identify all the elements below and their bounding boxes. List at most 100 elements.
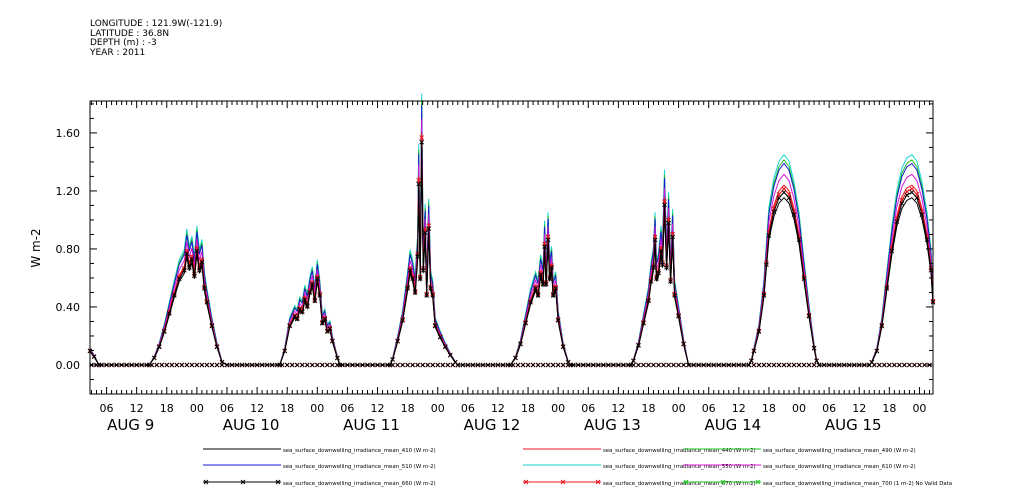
x-tick-label: 18 (641, 402, 655, 415)
legend-marker (560, 479, 566, 485)
x-tick-label: 12 (732, 402, 746, 415)
x-tick-label: 00 (912, 402, 926, 415)
series-marker (811, 362, 817, 368)
series-marker (761, 362, 767, 368)
series-marker (435, 362, 441, 368)
x-tick-label: 12 (371, 402, 385, 415)
series-marker (400, 362, 405, 368)
series-marker (309, 280, 315, 285)
series-marker (751, 362, 757, 368)
legend-entry: sea_surface_downwelling_irradiance_mean_… (283, 464, 436, 470)
series-marker (416, 181, 422, 187)
series-marker (681, 362, 686, 368)
series-marker (553, 286, 559, 291)
x-tick-label: 00 (672, 402, 686, 415)
legend: sea_surface_downwelling_irradiance_mean_… (203, 448, 952, 487)
series-marker (407, 267, 413, 273)
series-marker (801, 362, 807, 368)
series-marker (555, 362, 561, 368)
legend-entry: sea_surface_downwelling_irradiance_mean_… (763, 464, 916, 470)
series-line (89, 142, 934, 366)
series-marker (304, 362, 310, 368)
series-line (89, 137, 934, 366)
x-tick-label: 00 (792, 402, 806, 415)
day-label: AUG 10 (223, 416, 280, 434)
series-marker (199, 362, 205, 368)
series-marker (327, 325, 333, 331)
x-tick-label: 00 (190, 402, 204, 415)
depth-line: DEPTH (m) : -3 (90, 38, 157, 48)
y-tick-label: 1.60 (56, 127, 81, 140)
series-marker (786, 362, 792, 368)
series-marker (294, 362, 300, 368)
series-marker (652, 237, 658, 243)
metadata-header: LONGITUDE : 121.9W(-121.9) LATITUDE : 36… (90, 19, 222, 58)
series-marker (214, 362, 220, 368)
series-marker (909, 189, 915, 195)
series-marker (658, 248, 664, 254)
series-marker (420, 362, 426, 368)
series-marker (786, 195, 792, 201)
series-marker (771, 362, 777, 368)
series-line (89, 149, 934, 366)
series-marker (189, 256, 195, 262)
series-marker (662, 202, 667, 208)
series-marker (666, 362, 671, 368)
series-marker (641, 362, 646, 368)
series-marker (179, 362, 185, 368)
series-marker (550, 362, 556, 368)
series-marker (922, 362, 927, 368)
x-tick-label: 18 (280, 402, 294, 415)
series-marker (199, 259, 205, 265)
day-label: AUG 14 (704, 416, 761, 434)
series-marker (670, 234, 675, 240)
series-marker (549, 265, 554, 270)
series-marker (553, 284, 559, 290)
x-tick-label: 06 (100, 402, 114, 415)
series-marker (781, 189, 787, 195)
legend-entry: sea_surface_downwelling_irradiance_mean_… (283, 448, 436, 454)
series-marker (335, 362, 340, 368)
x-tick-label: 06 (702, 402, 716, 415)
day-label: AUG 15 (825, 416, 882, 434)
series-marker (651, 362, 656, 368)
series-marker (525, 362, 531, 368)
legend-marker (523, 479, 529, 485)
legend-entry: sea_surface_downwelling_irradiance_mean_… (603, 464, 756, 470)
series-marker (520, 362, 526, 368)
legend-marker (275, 479, 281, 485)
series-marker (636, 362, 641, 368)
series-marker (219, 362, 225, 368)
series-marker (656, 362, 661, 368)
series-marker (209, 362, 215, 368)
series-marker (912, 362, 917, 368)
series-marker (909, 186, 915, 192)
x-tick-label: 18 (762, 402, 776, 415)
series-marker (322, 316, 328, 322)
legend-marker (203, 479, 209, 485)
series-marker (646, 362, 651, 368)
series-marker (410, 362, 416, 368)
series-line (89, 93, 934, 366)
series-marker (445, 362, 451, 368)
series-marker (194, 248, 200, 254)
x-tick-label: 18 (401, 402, 415, 415)
series-line (89, 105, 934, 366)
series-marker (676, 362, 681, 368)
series-marker (538, 272, 543, 277)
legend-marker (755, 479, 761, 485)
series-marker (904, 189, 910, 194)
series-marker (159, 362, 165, 368)
series-marker (314, 276, 320, 282)
series-marker (766, 362, 772, 368)
axis-layer: 06 12 18 00 06 12 18 00 06 12 18 00 06 12 18 00 06 12 18 00… (56, 101, 933, 434)
series-marker (533, 284, 538, 290)
series-marker (796, 362, 802, 368)
series-marker (881, 362, 887, 368)
series-marker (314, 274, 320, 280)
series-marker (309, 362, 315, 368)
legend-entry: sea_surface_downwelling_irradiance_mean_… (603, 448, 756, 454)
day-label: AUG 11 (343, 416, 400, 434)
x-tick-label: 18 (160, 402, 174, 415)
